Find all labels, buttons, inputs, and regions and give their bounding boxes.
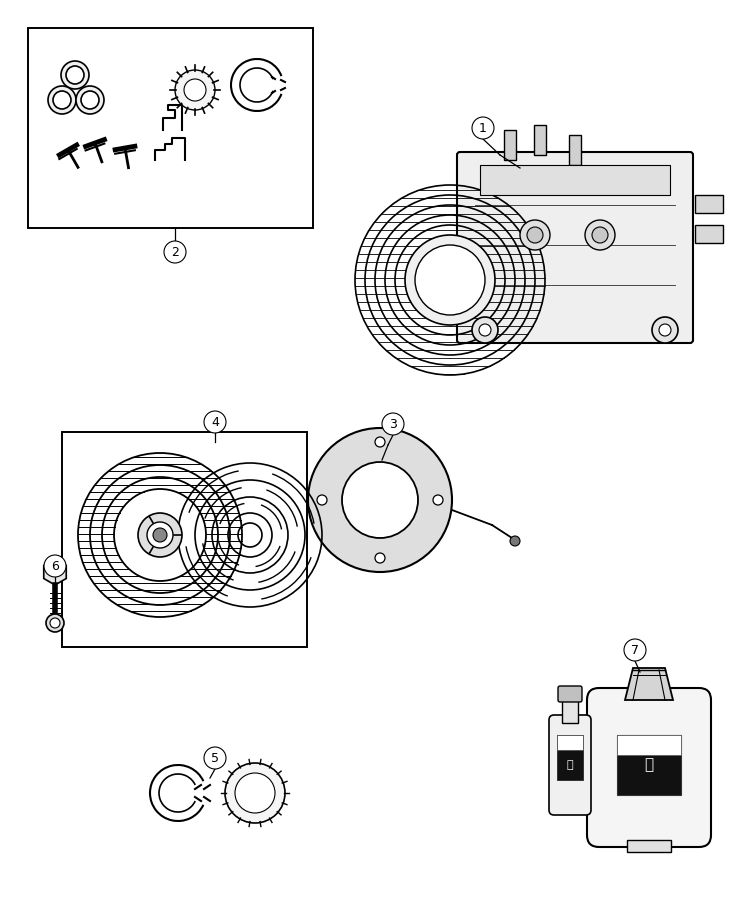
Bar — [627, 840, 671, 852]
Circle shape — [415, 245, 485, 315]
Bar — [480, 165, 670, 195]
Circle shape — [50, 618, 60, 628]
Circle shape — [527, 227, 543, 243]
Polygon shape — [625, 668, 673, 700]
Circle shape — [153, 528, 167, 542]
Circle shape — [592, 227, 608, 243]
Bar — [695, 195, 723, 213]
Circle shape — [472, 317, 498, 343]
Circle shape — [44, 555, 66, 577]
Polygon shape — [44, 559, 66, 585]
Circle shape — [479, 324, 491, 336]
Circle shape — [375, 437, 385, 447]
Circle shape — [433, 495, 443, 505]
Circle shape — [48, 86, 76, 114]
Text: 6: 6 — [51, 560, 59, 572]
Circle shape — [138, 513, 182, 557]
Bar — [695, 225, 723, 243]
Circle shape — [308, 428, 452, 572]
Bar — [562, 698, 578, 723]
Circle shape — [375, 553, 385, 563]
FancyBboxPatch shape — [457, 152, 693, 343]
Text: 3: 3 — [389, 418, 397, 430]
Text: 4: 4 — [211, 416, 219, 428]
Circle shape — [342, 462, 418, 538]
Circle shape — [652, 317, 678, 343]
Circle shape — [225, 763, 285, 823]
Circle shape — [520, 220, 550, 250]
Text: 7: 7 — [631, 644, 639, 656]
FancyBboxPatch shape — [587, 688, 711, 847]
Circle shape — [175, 70, 215, 110]
Circle shape — [382, 413, 404, 435]
Circle shape — [659, 324, 671, 336]
Circle shape — [624, 639, 646, 661]
Circle shape — [184, 79, 206, 101]
Circle shape — [61, 61, 89, 89]
Circle shape — [204, 747, 226, 769]
Circle shape — [204, 411, 226, 433]
FancyBboxPatch shape — [549, 715, 591, 815]
Bar — [557, 735, 583, 780]
Circle shape — [46, 614, 64, 632]
Circle shape — [235, 773, 275, 813]
Circle shape — [317, 495, 327, 505]
Circle shape — [510, 536, 520, 546]
Circle shape — [53, 91, 71, 109]
Text: 2: 2 — [171, 246, 179, 258]
FancyBboxPatch shape — [558, 686, 582, 702]
Bar — [569, 135, 581, 165]
Circle shape — [585, 220, 615, 250]
Circle shape — [164, 241, 186, 263]
Circle shape — [81, 91, 99, 109]
Text: 5: 5 — [211, 752, 219, 764]
Bar — [28, 28, 313, 228]
Text: ⓜ: ⓜ — [645, 758, 654, 772]
Bar — [617, 735, 681, 755]
Bar — [62, 432, 307, 647]
Bar — [504, 130, 516, 160]
Bar — [557, 735, 583, 750]
Circle shape — [147, 522, 173, 548]
Circle shape — [66, 66, 84, 84]
Text: 1: 1 — [479, 122, 487, 134]
Bar — [534, 125, 546, 155]
Bar — [617, 735, 681, 795]
Text: ⓜ: ⓜ — [567, 760, 574, 770]
Circle shape — [472, 117, 494, 139]
Circle shape — [405, 235, 495, 325]
Circle shape — [76, 86, 104, 114]
